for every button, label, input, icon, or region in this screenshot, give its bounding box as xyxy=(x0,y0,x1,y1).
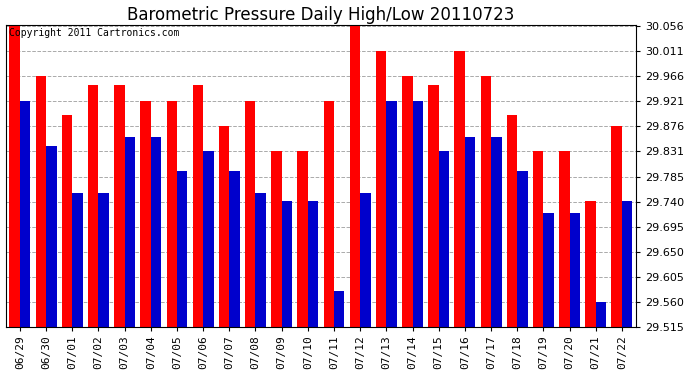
Bar xyxy=(386,101,397,327)
Bar xyxy=(455,51,465,327)
Bar xyxy=(569,213,580,327)
Bar xyxy=(439,151,449,327)
Bar xyxy=(334,291,344,327)
Bar xyxy=(559,151,569,327)
Bar xyxy=(20,101,30,327)
Bar xyxy=(125,137,135,327)
Bar xyxy=(72,193,83,327)
Bar xyxy=(88,84,99,327)
Bar xyxy=(282,201,292,327)
Bar xyxy=(177,171,188,327)
Bar xyxy=(402,76,413,327)
Bar xyxy=(465,137,475,327)
Bar xyxy=(46,146,57,327)
Bar xyxy=(491,137,502,327)
Bar xyxy=(544,213,554,327)
Bar xyxy=(203,151,214,327)
Bar xyxy=(324,101,334,327)
Bar xyxy=(308,201,318,327)
Bar xyxy=(255,193,266,327)
Bar xyxy=(62,114,72,327)
Bar xyxy=(350,26,360,327)
Bar xyxy=(219,126,229,327)
Bar xyxy=(297,151,308,327)
Bar xyxy=(140,101,151,327)
Bar xyxy=(611,126,622,327)
Bar xyxy=(114,84,125,327)
Bar xyxy=(10,26,20,327)
Bar xyxy=(271,151,282,327)
Bar xyxy=(36,76,46,327)
Bar xyxy=(166,101,177,327)
Bar xyxy=(506,114,518,327)
Title: Barometric Pressure Daily High/Low 20110723: Barometric Pressure Daily High/Low 20110… xyxy=(127,6,515,24)
Bar xyxy=(413,101,423,327)
Bar xyxy=(193,84,203,327)
Bar xyxy=(376,51,386,327)
Bar xyxy=(518,171,528,327)
Bar xyxy=(360,193,371,327)
Bar xyxy=(428,84,439,327)
Bar xyxy=(480,76,491,327)
Text: Copyright 2011 Cartronics.com: Copyright 2011 Cartronics.com xyxy=(9,28,179,38)
Bar xyxy=(595,302,607,327)
Bar xyxy=(229,171,240,327)
Bar xyxy=(151,137,161,327)
Bar xyxy=(622,201,632,327)
Bar xyxy=(533,151,544,327)
Bar xyxy=(99,193,109,327)
Bar xyxy=(245,101,255,327)
Bar xyxy=(585,201,595,327)
